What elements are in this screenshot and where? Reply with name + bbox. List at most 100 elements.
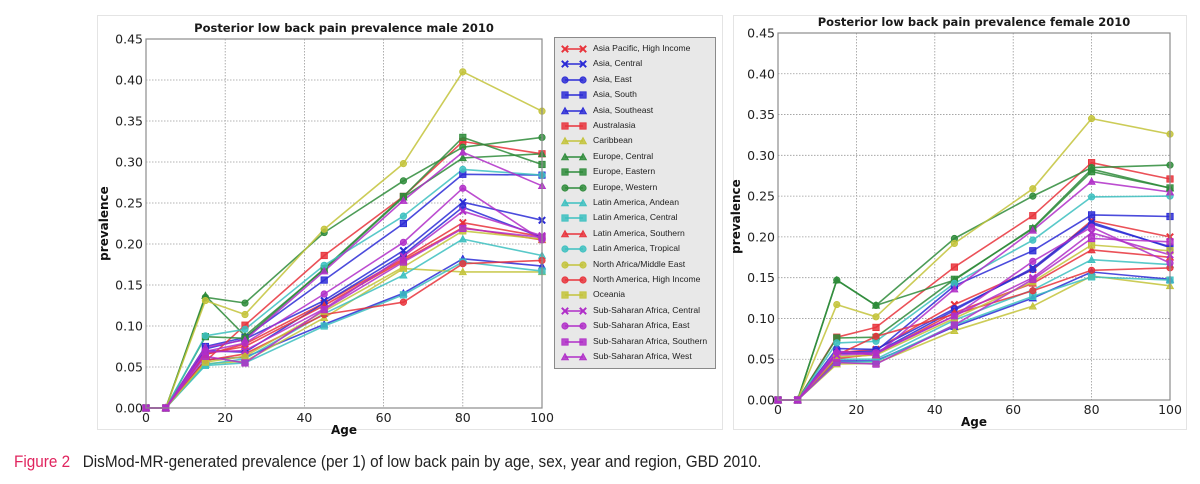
legend-swatch-icon	[561, 214, 587, 222]
legend-label: Australasia	[593, 120, 636, 130]
data-point	[833, 276, 841, 284]
legend-marker-icon	[561, 337, 569, 346]
chart-title: Posterior low back pain prevalence male …	[194, 21, 494, 35]
data-point	[459, 165, 467, 173]
legend-marker-icon	[578, 198, 588, 207]
legend-swatch-icon	[561, 45, 587, 53]
legend-item: Asia, East	[555, 73, 715, 88]
y-tick-label: 0.35	[115, 114, 143, 129]
data-point	[399, 291, 408, 299]
legend-marker-icon	[561, 60, 569, 69]
data-point	[458, 234, 467, 243]
data-point	[241, 346, 249, 355]
y-tick-label: 0.40	[115, 73, 143, 88]
data-point	[459, 68, 467, 76]
data-point	[1087, 234, 1096, 243]
legend-swatch-icon	[560, 352, 588, 361]
data-point	[399, 177, 407, 185]
legend-swatch-icon	[560, 152, 588, 161]
figure-caption: Figure 2 DisMod-MR-generated prevalence (…	[14, 452, 761, 472]
data-point	[871, 350, 881, 359]
legend-swatch-icon	[561, 260, 587, 269]
series-line-north-africa-middle-east	[778, 117, 1171, 401]
x-tick-label: 20	[848, 402, 864, 417]
data-point	[459, 133, 467, 141]
legend-item: Latin America, Andean	[555, 196, 715, 211]
chart-title: Posterior low back pain prevalence femal…	[818, 15, 1131, 29]
data-point	[950, 321, 958, 329]
y-tick-label: 0.45	[747, 26, 775, 41]
legend-marker-icon	[560, 106, 570, 114]
legend-swatch-icon	[561, 76, 587, 84]
data-point	[241, 325, 249, 333]
legend-swatch-icon	[560, 106, 588, 114]
legend-marker-icon	[579, 60, 587, 69]
legend-marker-icon	[560, 229, 570, 238]
data-point	[458, 153, 467, 162]
series-lines	[146, 70, 543, 409]
data-point	[320, 305, 328, 314]
x-tick-label: 100	[530, 410, 554, 425]
legend-label: Sub-Saharan Africa, Southern	[593, 335, 708, 346]
legend-marker-icon	[560, 352, 570, 361]
y-tick-label: 0.05	[115, 360, 143, 375]
data-point	[950, 312, 958, 320]
data-point	[320, 251, 328, 260]
data-point	[320, 322, 328, 330]
legend-marker-icon	[561, 291, 569, 299]
data-point	[1028, 226, 1037, 234]
legend-item: Caribbean	[555, 134, 715, 149]
legend-marker-icon	[560, 152, 570, 161]
legend-marker-icon	[578, 229, 588, 238]
legend-item: North America, High Income	[555, 273, 715, 288]
data-point	[201, 352, 209, 360]
legend-label: Asia Pacific, High Income	[593, 43, 691, 53]
legend-marker-icon	[579, 76, 587, 84]
legend-marker-icon	[579, 260, 587, 269]
data-point	[1087, 223, 1096, 231]
series-line-latin-america-tropical	[146, 168, 543, 409]
data-point	[399, 238, 407, 246]
y-tick-label: 0.30	[115, 155, 143, 170]
data-point	[1029, 212, 1037, 220]
x-tick-label: 40	[296, 410, 312, 425]
legend-label: Europe, Western	[593, 181, 658, 192]
data-point	[458, 147, 467, 156]
legend-label: Asia, Central	[593, 58, 643, 69]
data-point	[320, 225, 328, 233]
data-point	[399, 212, 407, 220]
legend-label: Latin America, Tropical	[593, 243, 680, 254]
legend-marker-icon	[578, 152, 588, 161]
legend-marker-icon	[579, 306, 587, 315]
data-point	[399, 258, 408, 266]
legend-swatch-icon	[561, 337, 587, 346]
x-tick-label: 100	[1158, 402, 1182, 417]
x-tick-label: 20	[217, 410, 233, 425]
legend-swatch-icon	[561, 276, 587, 284]
x-axis-label: Age	[961, 415, 987, 429]
data-point	[458, 267, 467, 276]
legend-item: Latin America, Southern	[555, 227, 715, 242]
male-prevalence-chart: 0.00 0.05 0.10 0.15 0.20 0.25 0.30 0.35 0.40 0.45…	[97, 21, 554, 437]
legend-label: Europe, Eastern	[593, 166, 656, 177]
y-tick-label: 0.10	[747, 311, 775, 326]
legend-marker-icon	[579, 245, 587, 253]
series-line-sub-saharan-africa-west	[778, 180, 1171, 401]
chart-legend: Asia Pacific, High Income Asia, Central As…	[554, 37, 716, 369]
data-point	[240, 335, 250, 344]
x-tick-label: 60	[376, 410, 392, 425]
data-point	[872, 360, 880, 368]
legend-item: North Africa/Middle East	[555, 258, 715, 273]
legend-marker-icon	[561, 183, 569, 192]
legend-marker-icon	[561, 122, 569, 130]
y-axis-label: prevalence	[729, 179, 743, 254]
data-point	[833, 339, 841, 347]
data-point	[458, 218, 467, 227]
data-point	[399, 196, 408, 204]
legend-marker-icon	[561, 91, 569, 99]
data-point	[201, 332, 210, 340]
legend-label: Asia, South	[593, 89, 637, 100]
data-point	[399, 219, 408, 228]
data-point	[872, 313, 880, 321]
data-point	[458, 207, 467, 216]
